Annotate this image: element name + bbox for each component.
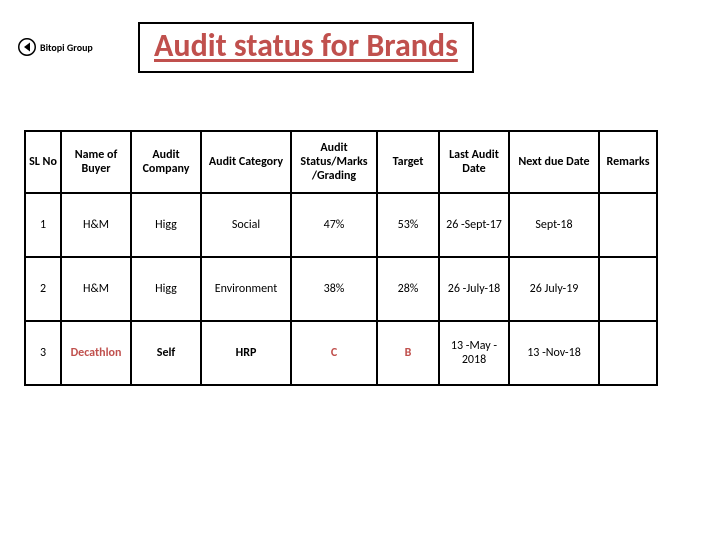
cell-status: C [291, 321, 377, 385]
cell-target: 53% [377, 193, 439, 257]
cell-next: 13 -Nov-18 [509, 321, 599, 385]
col-remarks: Remarks [599, 131, 657, 193]
table-body: 1H&MHiggSocial47%53%26 -Sept-17Sept-182H… [25, 193, 657, 385]
cell-category: Social [201, 193, 291, 257]
col-company: Audit Company [131, 131, 201, 193]
cell-last: 26 -Sept-17 [439, 193, 509, 257]
col-last: Last Audit Date [439, 131, 509, 193]
logo-text: Bitopi Group [40, 41, 93, 54]
cell-company: Higg [131, 193, 201, 257]
cell-sl: 2 [25, 257, 61, 321]
col-sl: SL No [25, 131, 61, 193]
cell-buyer: Decathlon [61, 321, 131, 385]
page-title: Audit status for Brands [154, 26, 458, 65]
table-row: 3DecathlonSelfHRPCB13 -May - 201813 -Nov… [25, 321, 657, 385]
cell-remarks [599, 193, 657, 257]
cell-status: 47% [291, 193, 377, 257]
cell-buyer: H&M [61, 257, 131, 321]
cell-status: 38% [291, 257, 377, 321]
cell-target: 28% [377, 257, 439, 321]
col-target: Target [377, 131, 439, 193]
cell-company: Self [131, 321, 201, 385]
logo: Bitopi Group [18, 38, 93, 56]
logo-icon [18, 38, 36, 56]
cell-target: B [377, 321, 439, 385]
cell-next: Sept-18 [509, 193, 599, 257]
cell-category: Environment [201, 257, 291, 321]
cell-last: 26 -July-18 [439, 257, 509, 321]
audit-table: SL No Name of Buyer Audit Company Audit … [24, 130, 658, 386]
col-status: Audit Status/Marks /Grading [291, 131, 377, 193]
cell-sl: 3 [25, 321, 61, 385]
col-buyer: Name of Buyer [61, 131, 131, 193]
cell-category: HRP [201, 321, 291, 385]
cell-remarks [599, 321, 657, 385]
col-next: Next due Date [509, 131, 599, 193]
table-row: 1H&MHiggSocial47%53%26 -Sept-17Sept-18 [25, 193, 657, 257]
table-header-row: SL No Name of Buyer Audit Company Audit … [25, 131, 657, 193]
cell-remarks [599, 257, 657, 321]
cell-next: 26 July-19 [509, 257, 599, 321]
cell-buyer: H&M [61, 193, 131, 257]
title-box: Audit status for Brands [138, 22, 474, 73]
cell-sl: 1 [25, 193, 61, 257]
col-category: Audit Category [201, 131, 291, 193]
cell-last: 13 -May - 2018 [439, 321, 509, 385]
table-row: 2H&MHiggEnvironment38%28%26 -July-1826 J… [25, 257, 657, 321]
audit-table-wrap: SL No Name of Buyer Audit Company Audit … [24, 130, 658, 386]
cell-company: Higg [131, 257, 201, 321]
